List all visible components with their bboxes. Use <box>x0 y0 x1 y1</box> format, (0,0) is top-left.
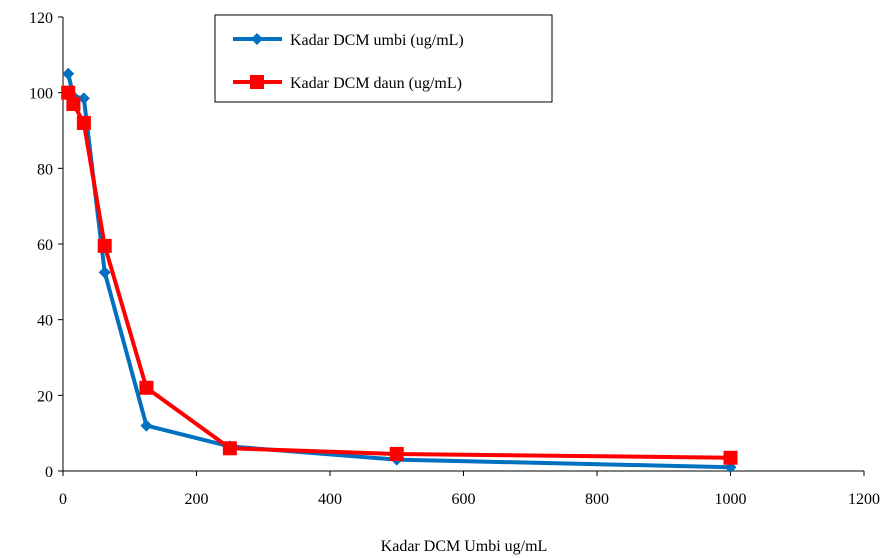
data-point-square <box>97 238 112 253</box>
data-point-square <box>723 450 738 465</box>
x-tick-label: 400 <box>318 491 342 508</box>
y-tick-label: 80 <box>37 161 53 178</box>
x-tick-label: 200 <box>185 491 209 508</box>
data-point-diamond <box>140 419 153 432</box>
data-point-diamond <box>62 67 75 80</box>
data-point-diamond <box>98 266 111 279</box>
legend-label: Kadar DCM umbi (ug/mL) <box>290 32 464 49</box>
x-tick-label: 1000 <box>715 491 747 508</box>
data-point-square <box>76 115 91 130</box>
data-point-square <box>139 380 154 395</box>
legend-label: Kadar DCM daun (ug/mL) <box>290 75 462 92</box>
y-tick-label: 60 <box>37 237 53 254</box>
x-axis: 0 200 400 600 800 1000 1200 <box>59 470 880 508</box>
legend: Kadar DCM umbi (ug/mL) Kadar DCM daun (ug… <box>214 14 553 103</box>
legend-item: Kadar DCM daun (ug/mL) <box>233 75 462 92</box>
data-point-square <box>389 446 404 461</box>
x-tick-label: 1200 <box>848 491 880 508</box>
series-line <box>66 73 731 470</box>
data-point-diamond <box>251 33 263 45</box>
data-point-square <box>222 441 237 456</box>
data-point-square <box>66 97 81 112</box>
y-tick-label: 0 <box>45 464 53 481</box>
series-umbi <box>62 67 737 474</box>
x-axis-title: Kadar DCM Umbi ug/mL <box>381 538 548 555</box>
legend-item: Kadar DCM umbi (ug/mL) <box>233 32 464 49</box>
y-axis: 0 20 40 60 80 100 120 <box>29 10 64 481</box>
series-daun <box>61 85 738 465</box>
y-tick-label: 100 <box>29 86 53 103</box>
y-tick-label: 20 <box>37 388 53 405</box>
series-line <box>66 91 731 460</box>
series-layer <box>61 67 738 474</box>
legend-box <box>214 14 553 103</box>
data-point-square <box>250 75 264 89</box>
x-tick-label: 800 <box>585 491 609 508</box>
y-tick-label: 40 <box>37 313 53 330</box>
x-tick-label: 0 <box>59 491 67 508</box>
y-tick-label: 120 <box>29 10 53 27</box>
x-tick-label: 600 <box>452 491 476 508</box>
data-point-square <box>61 85 76 100</box>
data-point-diamond <box>77 92 90 105</box>
